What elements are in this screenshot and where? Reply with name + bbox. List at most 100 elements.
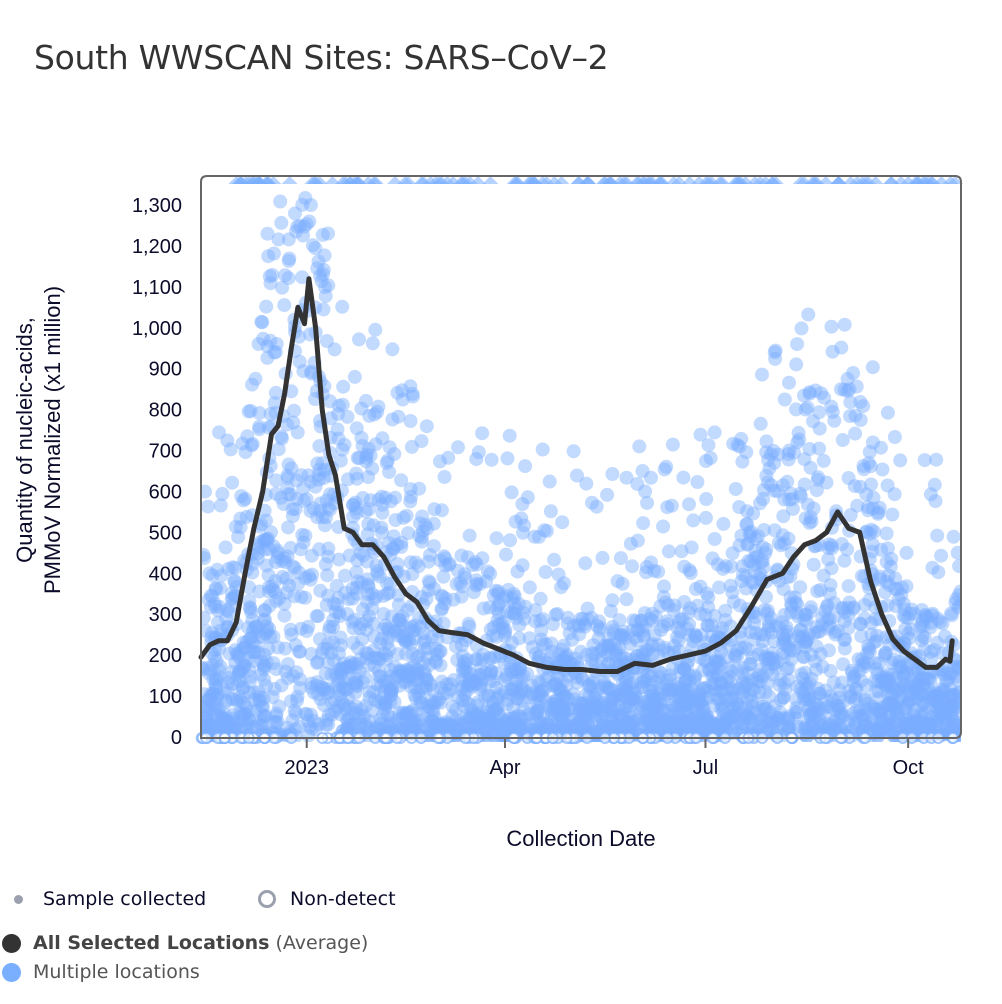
sample-point — [279, 571, 294, 586]
sample-point — [565, 632, 580, 647]
sample-point — [707, 669, 721, 684]
sample-point — [736, 567, 750, 582]
sample-point — [708, 717, 723, 732]
sample-point — [573, 711, 587, 726]
sample-point — [734, 716, 748, 731]
sample-point — [231, 649, 246, 664]
sample-point — [209, 690, 224, 705]
sample-point — [800, 692, 815, 707]
sample-point — [433, 644, 448, 659]
sample-point — [365, 461, 380, 476]
sample-point — [481, 689, 496, 703]
sample-point — [751, 529, 766, 544]
sample-point — [316, 262, 331, 277]
sample-point — [878, 585, 893, 600]
sample-point — [728, 705, 743, 720]
sample-point — [522, 690, 537, 705]
sample-point — [383, 577, 398, 591]
sample-point — [515, 717, 529, 732]
sample-point — [699, 492, 714, 506]
sample-point — [229, 647, 244, 662]
sample-point — [618, 684, 633, 699]
sample-point — [741, 711, 756, 726]
sample-point — [321, 681, 336, 696]
sample-point — [525, 640, 540, 655]
sample-point — [603, 604, 618, 618]
sample-point — [613, 698, 627, 713]
sample-point — [717, 717, 732, 732]
sample-point — [615, 576, 630, 591]
legend-non-detect[interactable]: Non-detect — [258, 888, 396, 910]
sample-point — [890, 706, 904, 721]
sample-point — [367, 407, 382, 422]
sample-point — [695, 693, 710, 708]
sample-point — [363, 493, 378, 508]
sample-point — [648, 715, 663, 730]
sample-point — [470, 720, 485, 735]
sample-point — [421, 574, 436, 589]
sample-point — [800, 400, 815, 415]
sample-point — [245, 635, 260, 650]
sample-point — [593, 709, 607, 724]
sample-point — [944, 689, 959, 704]
sample-point — [711, 720, 726, 735]
sample-point — [613, 628, 628, 643]
sample-point — [399, 715, 414, 730]
sample-point — [331, 700, 345, 715]
sample-point — [326, 613, 341, 627]
sample-point — [755, 367, 769, 382]
sample-point — [634, 613, 649, 628]
sample-point — [208, 581, 223, 596]
sample-point — [462, 619, 477, 634]
sample-point — [740, 504, 755, 519]
sample-point — [483, 622, 498, 637]
sample-point — [626, 682, 641, 697]
sample-point — [718, 613, 733, 628]
sample-point — [637, 619, 652, 634]
sample-point — [656, 590, 671, 605]
sample-point — [296, 481, 311, 496]
sample-point — [412, 481, 427, 496]
sample-point — [835, 433, 850, 447]
sample-point — [901, 696, 916, 711]
sample-point — [780, 474, 795, 489]
sample-point — [265, 690, 280, 704]
sample-point — [700, 618, 715, 633]
sample-point — [311, 467, 326, 482]
average-line[interactable] — [198, 276, 955, 674]
legend-multiple-locations[interactable]: Multiple locations — [2, 961, 200, 983]
sample-point — [698, 722, 713, 737]
sample-point — [460, 653, 475, 667]
sample-point — [786, 445, 801, 460]
sample-point — [645, 639, 660, 653]
sample-point — [353, 621, 367, 636]
sample-point — [647, 709, 662, 724]
sample-point — [797, 689, 812, 704]
sample-point — [342, 548, 357, 563]
sample-point — [928, 494, 943, 509]
sample-point — [794, 631, 808, 645]
sample-point — [759, 434, 774, 449]
sample-point — [922, 716, 937, 731]
sample-point — [371, 695, 386, 709]
sample-point — [468, 555, 483, 570]
sample-point — [806, 704, 821, 719]
sample-point — [849, 379, 864, 394]
legend-average[interactable]: All Selected Locations (Average) — [2, 932, 368, 954]
sample-point — [379, 679, 393, 694]
sample-point — [779, 619, 794, 634]
sample-point — [946, 529, 961, 544]
sample-point — [497, 625, 512, 640]
sample-point — [846, 366, 861, 380]
sample-point — [680, 719, 694, 734]
sample-point — [808, 383, 823, 398]
sample-point — [280, 471, 295, 485]
sample-point — [692, 713, 707, 728]
sample-point — [201, 662, 211, 677]
sample-point — [937, 629, 952, 644]
sample-point — [670, 715, 685, 730]
sample-point — [784, 599, 799, 614]
sample-point — [209, 672, 224, 686]
legend-sample-collected[interactable]: Sample collected — [14, 888, 206, 910]
sample-point — [483, 674, 497, 689]
